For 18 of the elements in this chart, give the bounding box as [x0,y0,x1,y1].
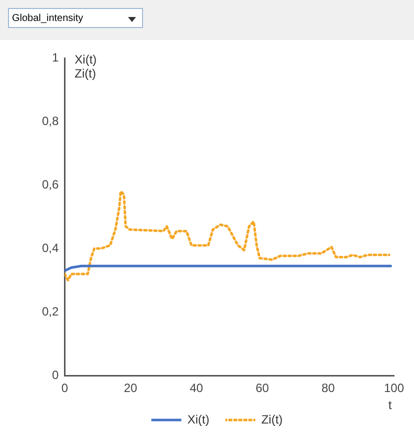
text: Global_intensity [12,13,84,24]
x-tick-label: 40 [190,381,204,396]
y-tick-label: 0,2 [42,304,59,318]
y-tick-label: 0,8 [42,114,59,128]
x-tick-label: 100 [384,381,404,396]
x-tick-label: 80 [321,381,336,396]
x-tick-label: 60 [256,381,270,396]
legend-label: Xi(t) [187,412,210,426]
y-tick-label: 0 [52,368,59,382]
y-tick-label: 1 [52,50,59,64]
x-tick-label: 0 [61,381,68,396]
legend-label: Zi(t) [261,412,283,426]
y-tick-label: 0,6 [42,177,59,192]
x-tick-label: 20 [124,381,138,396]
y-tick-label: 0,4 [42,240,59,255]
y-axis-title: Xi(t) Zi(t) [74,52,97,80]
x-axis-title: t [388,398,392,412]
line-series [64,190,390,282]
